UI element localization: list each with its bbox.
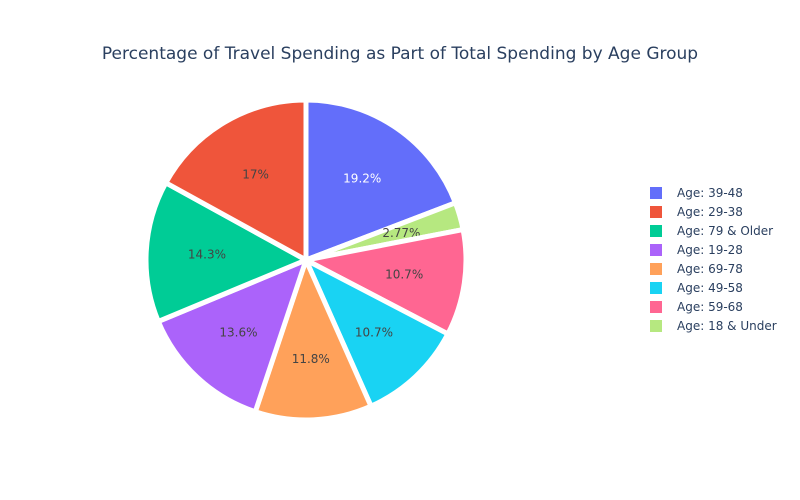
legend-label: Age: 19-28	[677, 242, 743, 257]
slice-label: 11.8%	[292, 352, 330, 366]
slice-label: 14.3%	[188, 248, 226, 262]
legend-item[interactable]: Age: 79 & Older	[650, 221, 777, 240]
slice-label: 10.7%	[385, 267, 423, 281]
legend-label: Age: 49-58	[677, 280, 743, 295]
legend-swatch	[650, 186, 662, 199]
legend-item[interactable]: Age: 69-78	[650, 259, 777, 278]
slice-label: 13.6%	[219, 326, 257, 340]
legend-swatch	[650, 262, 662, 275]
legend-swatch	[650, 281, 662, 294]
legend-label: Age: 79 & Older	[677, 223, 774, 238]
pie-slice[interactable]	[163, 97, 309, 263]
legend-item[interactable]: Age: 18 & Under	[650, 316, 777, 335]
pie-slice[interactable]	[155, 257, 309, 415]
legend-swatch	[650, 319, 662, 332]
legend-item[interactable]: Age: 19-28	[650, 240, 777, 259]
slice-label: 2.77%	[382, 226, 420, 240]
legend-label: Age: 29-38	[677, 204, 743, 219]
legend-label: Age: 69-78	[677, 261, 743, 276]
slice-label: 17%	[242, 168, 269, 182]
legend-item[interactable]: Age: 29-38	[650, 202, 777, 221]
legend-swatch	[650, 224, 662, 237]
legend-label: Age: 18 & Under	[677, 318, 777, 333]
pie-slice[interactable]	[143, 180, 309, 324]
legend[interactable]: Age: 39-48 Age: 29-38 Age: 79 & Older Age: …	[650, 183, 777, 335]
legend-swatch	[650, 300, 662, 313]
legend-swatch	[650, 205, 662, 218]
pie-slice[interactable]	[303, 227, 469, 337]
slice-label: 19.2%	[343, 171, 381, 185]
legend-item[interactable]: Age: 59-68	[650, 297, 777, 316]
pie-slice[interactable]	[252, 257, 374, 423]
legend-label: Age: 39-48	[677, 185, 743, 200]
slice-label: 10.7%	[355, 325, 393, 339]
legend-label: Age: 59-68	[677, 299, 743, 314]
chart-title: Percentage of Travel Spending as Part of…	[101, 44, 699, 64]
legend-item[interactable]: Age: 49-58	[650, 278, 777, 297]
legend-swatch	[650, 243, 662, 256]
pie-slice[interactable]	[303, 257, 451, 409]
pie-slice[interactable]	[303, 97, 458, 263]
legend-item[interactable]: Age: 39-48	[650, 183, 777, 202]
